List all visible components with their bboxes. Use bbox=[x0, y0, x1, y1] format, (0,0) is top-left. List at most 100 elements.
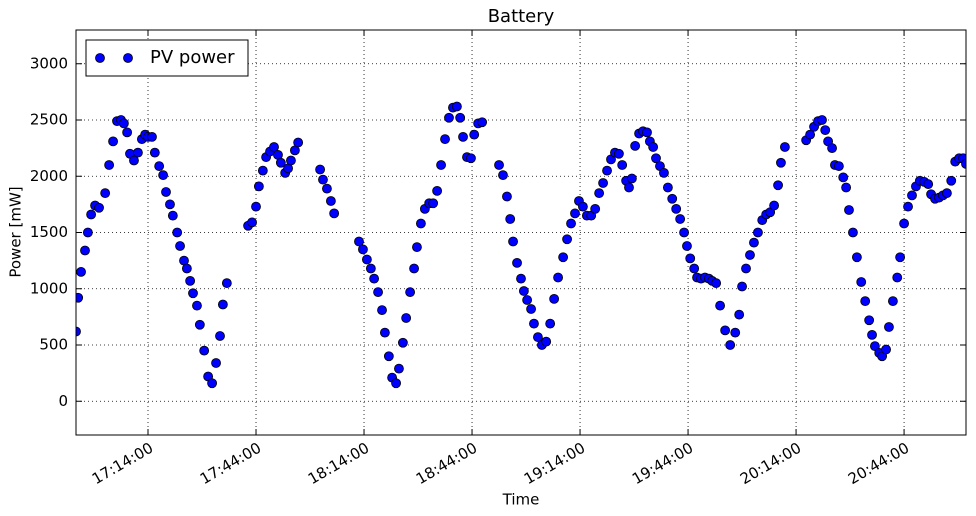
point bbox=[211, 358, 221, 368]
point bbox=[251, 201, 261, 212]
point bbox=[820, 125, 831, 136]
point bbox=[562, 234, 572, 245]
point bbox=[373, 287, 383, 298]
point bbox=[412, 242, 422, 253]
y-tick-label: 500 bbox=[39, 336, 68, 354]
point bbox=[502, 191, 512, 202]
point bbox=[133, 147, 143, 158]
point bbox=[558, 252, 569, 263]
point bbox=[428, 198, 439, 209]
point bbox=[841, 182, 852, 193]
point bbox=[172, 227, 183, 238]
point bbox=[737, 281, 747, 292]
point bbox=[630, 140, 641, 151]
point bbox=[147, 131, 157, 142]
point bbox=[394, 363, 404, 374]
point bbox=[158, 170, 169, 181]
point bbox=[80, 245, 90, 256]
point bbox=[651, 153, 661, 164]
point bbox=[76, 292, 84, 303]
point bbox=[852, 252, 862, 263]
point bbox=[856, 277, 867, 287]
point bbox=[409, 263, 419, 274]
point bbox=[149, 147, 160, 158]
point bbox=[455, 112, 466, 123]
point bbox=[749, 237, 759, 248]
y-tick-label: 2500 bbox=[30, 111, 68, 129]
y-tick-label: 0 bbox=[58, 392, 68, 410]
point bbox=[104, 160, 115, 170]
point bbox=[380, 327, 390, 338]
point bbox=[275, 157, 286, 168]
point bbox=[892, 272, 903, 283]
point bbox=[834, 161, 844, 172]
point bbox=[715, 300, 725, 311]
point bbox=[844, 205, 854, 215]
point bbox=[860, 296, 871, 307]
point bbox=[161, 187, 171, 197]
point bbox=[194, 319, 205, 330]
point bbox=[369, 273, 380, 284]
point bbox=[626, 173, 637, 184]
point bbox=[269, 142, 279, 152]
point bbox=[753, 227, 763, 238]
point bbox=[181, 263, 192, 274]
y-axis-label: Power [mW] bbox=[7, 186, 25, 277]
point bbox=[167, 210, 178, 221]
legend: PV power bbox=[85, 39, 249, 77]
point bbox=[662, 182, 673, 193]
point bbox=[570, 208, 580, 219]
point bbox=[221, 278, 232, 289]
point bbox=[318, 174, 328, 185]
point bbox=[192, 300, 202, 311]
point bbox=[185, 275, 196, 286]
legend-marker bbox=[95, 53, 105, 63]
point bbox=[505, 214, 516, 224]
point bbox=[401, 313, 412, 323]
point bbox=[518, 286, 529, 296]
point bbox=[188, 288, 198, 299]
point bbox=[553, 272, 563, 283]
point bbox=[867, 329, 877, 340]
point bbox=[76, 326, 81, 337]
point bbox=[545, 318, 556, 329]
point bbox=[864, 315, 875, 326]
point bbox=[682, 241, 692, 251]
point bbox=[391, 378, 401, 389]
point bbox=[817, 115, 827, 125]
point bbox=[440, 134, 450, 145]
point bbox=[899, 218, 909, 229]
point bbox=[776, 157, 786, 168]
point bbox=[745, 250, 755, 260]
point bbox=[671, 203, 682, 214]
point bbox=[805, 129, 816, 140]
point bbox=[154, 161, 165, 172]
point bbox=[516, 273, 526, 284]
point bbox=[961, 158, 966, 169]
point bbox=[689, 263, 700, 274]
point bbox=[512, 257, 522, 268]
point bbox=[946, 175, 957, 186]
point bbox=[541, 336, 552, 347]
point bbox=[416, 218, 426, 229]
point bbox=[780, 142, 790, 152]
point bbox=[398, 337, 408, 348]
x-axis-label: Time bbox=[502, 491, 540, 509]
point bbox=[293, 137, 304, 148]
y-tick-label: 1000 bbox=[30, 279, 68, 297]
point bbox=[315, 164, 326, 175]
point bbox=[907, 190, 917, 201]
point bbox=[888, 296, 898, 307]
point bbox=[477, 117, 488, 128]
point bbox=[494, 160, 504, 170]
point bbox=[432, 185, 443, 196]
point bbox=[884, 322, 894, 332]
point bbox=[734, 309, 745, 320]
point bbox=[741, 263, 751, 274]
point bbox=[725, 340, 736, 350]
point bbox=[466, 153, 476, 164]
chart-title: Battery bbox=[488, 6, 555, 27]
point bbox=[895, 252, 906, 263]
point bbox=[533, 332, 543, 343]
legend-label: PV power bbox=[150, 47, 235, 68]
